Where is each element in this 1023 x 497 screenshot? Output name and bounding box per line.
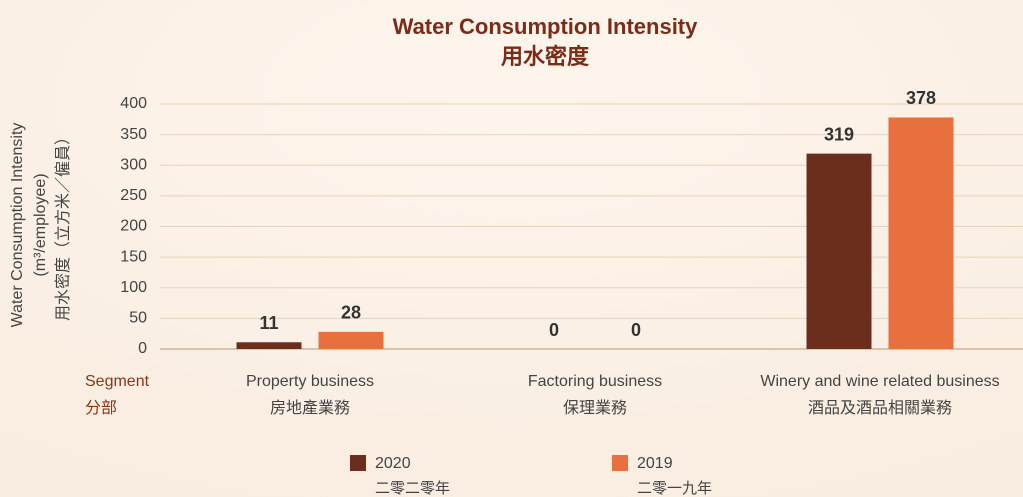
legend-label: 2020 bbox=[375, 455, 411, 472]
bar bbox=[888, 117, 954, 349]
y-axis-label-1: Water Consumption Intensity bbox=[9, 123, 26, 328]
y-tick-label: 350 bbox=[120, 126, 147, 143]
y-tick-label: 300 bbox=[120, 156, 147, 173]
legend-swatch bbox=[350, 455, 366, 471]
value-label: 319 bbox=[824, 124, 854, 144]
value-label: 378 bbox=[906, 88, 936, 108]
bar bbox=[236, 342, 302, 349]
y-axis-label-2: (m³/employee) bbox=[32, 173, 49, 276]
legend-label-zh: 二零二零年 bbox=[375, 480, 450, 497]
x-axis-label-zh: 分部 bbox=[85, 399, 117, 417]
y-axis-label: (m³/employee) bbox=[32, 173, 49, 276]
legend-swatch bbox=[612, 455, 628, 471]
y-axis-label: Water Consumption Intensity bbox=[9, 123, 26, 328]
bar bbox=[318, 331, 384, 349]
y-tick-label: 50 bbox=[129, 310, 147, 327]
x-tick-label-zh: 房地產業務 bbox=[270, 399, 350, 417]
chart-title-zh: 用水密度 bbox=[501, 44, 590, 69]
y-axis-label: 用水密度（立方米／僱員） bbox=[54, 129, 72, 321]
y-tick-label: 200 bbox=[120, 218, 147, 235]
x-tick-label-zh: 保理業務 bbox=[563, 399, 627, 417]
x-tick-label: Factoring business bbox=[528, 373, 662, 390]
y-axis-label-3: 用水密度（立方米／僱員） bbox=[54, 129, 72, 321]
y-tick-label: 100 bbox=[120, 279, 147, 296]
chart-title: Water Consumption Intensity bbox=[393, 14, 699, 39]
legend-label: 2019 bbox=[637, 455, 673, 472]
y-tick-label: 250 bbox=[120, 187, 147, 204]
x-tick-label: Winery and wine related business bbox=[760, 373, 999, 390]
y-tick-label: 400 bbox=[120, 95, 147, 112]
value-label: 11 bbox=[259, 313, 278, 333]
x-axis-label: Segment bbox=[85, 373, 150, 390]
x-tick-label: Property business bbox=[246, 373, 374, 390]
value-label: 28 bbox=[341, 303, 361, 323]
y-tick-label: 150 bbox=[120, 248, 147, 265]
legend-label-zh: 二零一九年 bbox=[637, 480, 712, 497]
x-tick-label-zh: 酒品及酒品相關業務 bbox=[808, 399, 952, 417]
value-label: 0 bbox=[631, 320, 641, 340]
y-tick-label: 0 bbox=[138, 340, 147, 357]
value-label: 0 bbox=[549, 320, 559, 340]
bar bbox=[806, 153, 872, 349]
